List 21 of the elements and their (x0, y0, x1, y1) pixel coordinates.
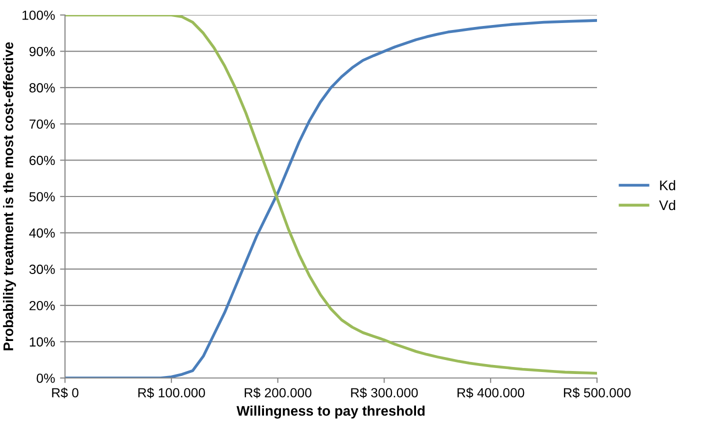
y-tick-label: 10% (30, 337, 55, 347)
x-axis-title: Willingness to pay threshold (236, 406, 425, 419)
y-tick-label: 100% (22, 10, 55, 20)
y-tick-label: 80% (29, 83, 55, 93)
x-tick-label: R$ 0 (52, 388, 78, 398)
y-tick-label: 0% (36, 374, 55, 383)
x-tick-label: R$ 400.000 (458, 388, 524, 398)
y-tick-label: 20% (30, 300, 55, 310)
x-tick-label: R$ 300.000 (351, 388, 418, 398)
y-tick-label: 50% (29, 192, 55, 202)
x-tick-label: R$ 500.000 (564, 388, 631, 398)
x-tick-label: R$ 200.000 (244, 388, 312, 398)
y-tick-label: 70% (30, 119, 55, 129)
y-tick-label: 90% (29, 46, 55, 56)
legend-label: Kd (660, 180, 676, 190)
y-tick-label: 60% (30, 156, 55, 166)
x-tick-label: R$ 100.000 (138, 388, 205, 398)
y-tick-label: 40% (29, 228, 55, 238)
y-tick-label: 30% (29, 264, 55, 274)
y-axis-title: Probability treatment is the most cost-effective (3, 42, 16, 350)
legend-label: Vd (659, 200, 676, 210)
